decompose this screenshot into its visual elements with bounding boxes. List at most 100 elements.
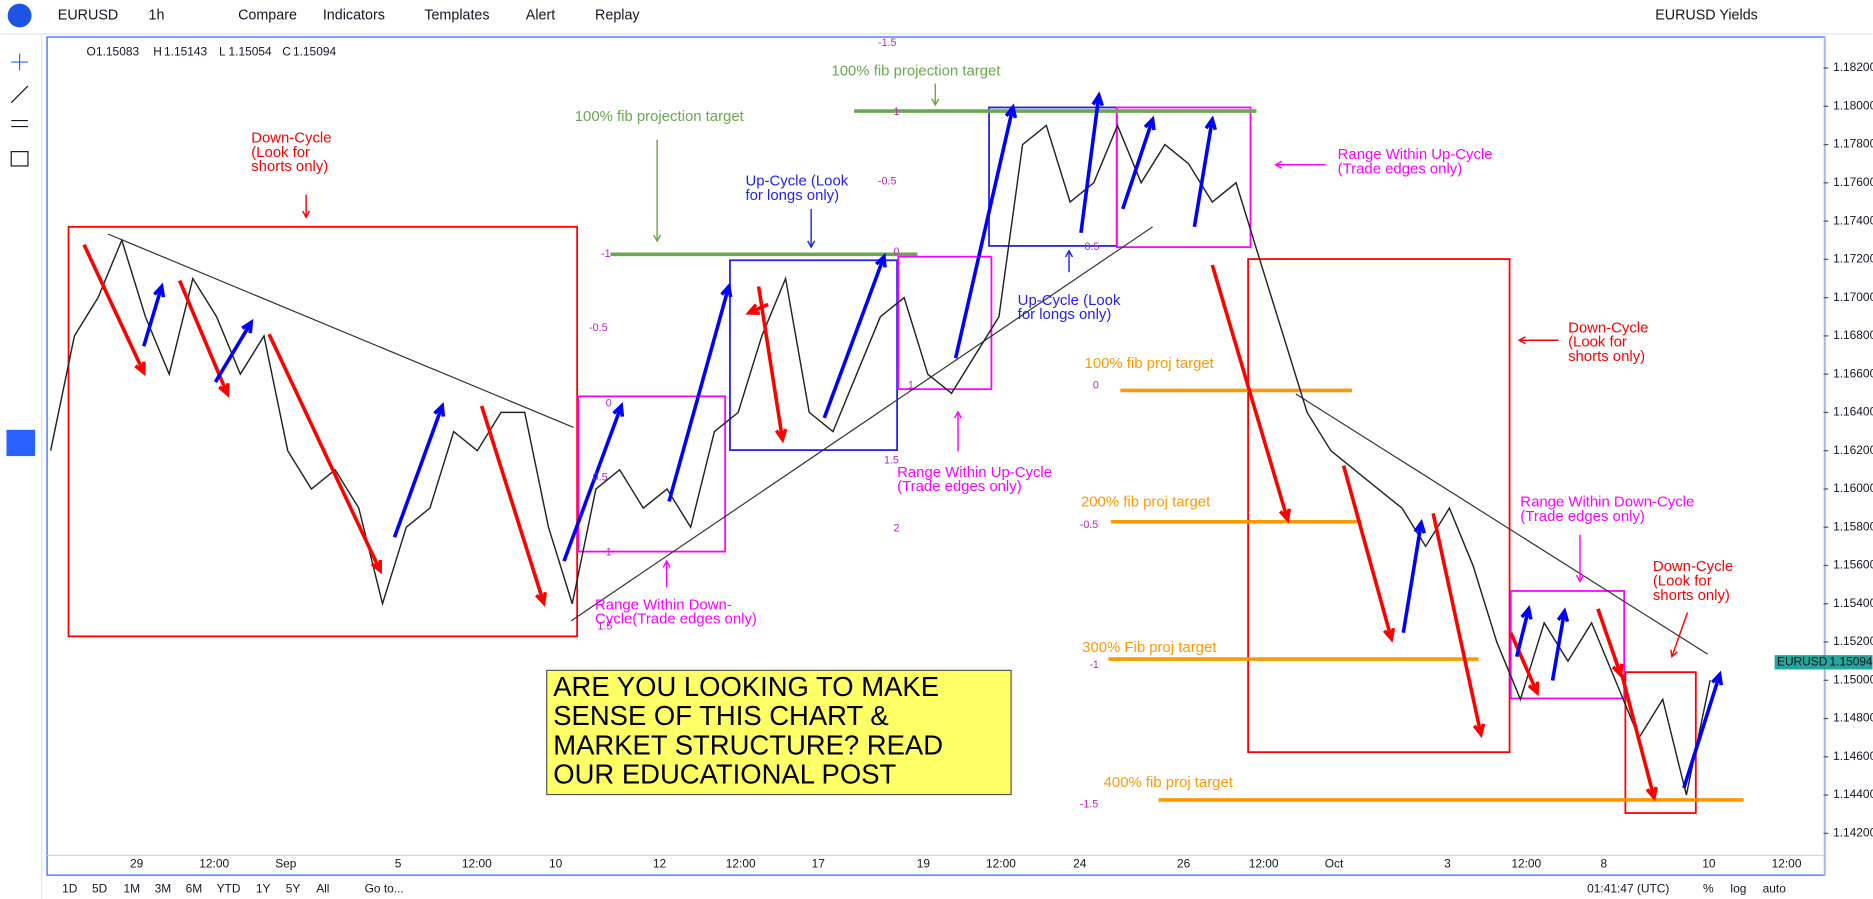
- interval[interactable]: 1h: [149, 7, 165, 23]
- x-tick-label: 12:00: [1249, 857, 1279, 871]
- cycle-arrow: [1401, 518, 1426, 634]
- toolbar-button[interactable]: Replay: [595, 7, 640, 23]
- y-tick-label: 1.14800: [1833, 711, 1873, 725]
- promo-box[interactable]: [546, 669, 1012, 796]
- annotation-box: [1509, 590, 1626, 700]
- annotation: 400% fib proj target: [1104, 774, 1234, 791]
- log[interactable]: log: [1730, 882, 1746, 896]
- auto[interactable]: auto: [1763, 882, 1787, 896]
- range-button[interactable]: 6M: [186, 882, 203, 896]
- y-tick-label: 1.17600: [1833, 175, 1873, 189]
- y-tick-label: 1.17800: [1833, 137, 1873, 151]
- annotation: Range Within Down-Cycle(Trade edges only…: [1520, 494, 1694, 525]
- cycle-arrow: [667, 282, 733, 502]
- fib-level: -0.5: [1080, 519, 1099, 531]
- pointer-head: [1670, 649, 1678, 659]
- pointer-head: [807, 240, 816, 249]
- fib-level: -0.5: [878, 175, 897, 187]
- x-tick-label: 8: [1601, 857, 1608, 871]
- annotation-box: [1115, 106, 1252, 249]
- toolbar-button[interactable]: Indicators: [323, 7, 385, 23]
- fib-level: -1.5: [1080, 799, 1099, 811]
- y-tick-label: 1.17400: [1833, 213, 1873, 227]
- range-button[interactable]: 1M: [124, 882, 141, 896]
- x-tick-label: 3: [1444, 857, 1451, 871]
- x-tick-label: 29: [130, 857, 144, 871]
- x-tick-label: 19: [917, 857, 931, 871]
- pointer-head: [1575, 574, 1585, 583]
- cycle-arrow: [1431, 512, 1486, 739]
- fib-level: 0: [606, 397, 612, 409]
- annotation: Down-Cycle (Look for shorts only): [251, 129, 331, 175]
- fib-level: 1: [894, 106, 900, 118]
- pointer-head: [953, 410, 963, 419]
- cycle-arrow: [1596, 608, 1624, 679]
- y-tick-label: 1.17000: [1833, 290, 1873, 304]
- annotation: 200% fib proj target: [1081, 494, 1211, 511]
- symbol[interactable]: EURUSD: [58, 7, 118, 23]
- fib-level: -1: [1089, 659, 1099, 671]
- pointer-head: [931, 98, 940, 107]
- fib-level: 0.5: [593, 471, 608, 483]
- cycle-arrow: [479, 405, 548, 607]
- fib-level: 0: [1093, 379, 1099, 391]
- x-tick-label: 17: [812, 857, 826, 871]
- fib-level: 2: [894, 523, 900, 535]
- y-tick-label: 1.16200: [1833, 443, 1873, 457]
- y-tick-label: 1.18200: [1833, 60, 1873, 74]
- annotation: Up-Cycle (Look for longs only): [1018, 292, 1121, 323]
- cycle-arrow: [82, 243, 146, 377]
- trend-line: [1295, 393, 1709, 655]
- annotation-box: [729, 259, 898, 451]
- cycle-arrow: [745, 302, 769, 315]
- fib-level: 1.5: [884, 455, 899, 467]
- pointer-head: [302, 210, 311, 219]
- y-tick-label: 1.14600: [1833, 749, 1873, 763]
- last-price-tag: [1774, 655, 1873, 670]
- x-tick-label: 12: [653, 857, 667, 871]
- x-tick-label: 12:00: [462, 857, 492, 871]
- trend-line: [107, 233, 574, 428]
- annotation: Up-Cycle (Look for longs only): [745, 172, 848, 203]
- annotation: Range Within Up-Cycle (Trade edges only): [1338, 146, 1493, 177]
- y-tick-label: 1.17200: [1833, 252, 1873, 266]
- y-tick-label: 1.14200: [1833, 825, 1873, 839]
- logo[interactable]: [7, 3, 32, 28]
- toolbar-button[interactable]: Alert: [526, 7, 555, 23]
- cycle-arrow: [392, 402, 446, 538]
- range-button[interactable]: YTD: [217, 882, 241, 896]
- annotation-box: [577, 395, 727, 553]
- x-tick-label: 12:00: [1511, 857, 1541, 871]
- ohlc-open: 1.15083: [96, 45, 139, 59]
- ohlc-low_label: L: [219, 45, 226, 59]
- y-tick-label: 1.15800: [1833, 519, 1873, 533]
- range-button[interactable]: 3M: [155, 882, 172, 896]
- cycle-arrow: [1514, 604, 1533, 658]
- y-tick-label: 1.15200: [1833, 634, 1873, 648]
- y-tick-label: 1.16400: [1833, 405, 1873, 419]
- drawing-tools: [6, 53, 36, 457]
- range-button[interactable]: 1D: [62, 882, 78, 896]
- cycle-arrow: [1341, 465, 1396, 643]
- range-button[interactable]: 5Y: [286, 882, 301, 896]
- toolbar-button[interactable]: Compare: [238, 7, 297, 23]
- cycle-arrow: [213, 318, 254, 383]
- pointer-head: [1517, 336, 1526, 345]
- cycle-arrow: [1620, 674, 1658, 802]
- range-button[interactable]: 1Y: [256, 882, 271, 896]
- pointer-head: [653, 234, 662, 243]
- toolbar-button[interactable]: Templates: [424, 7, 489, 23]
- percent[interactable]: %: [1703, 882, 1714, 896]
- range-button[interactable]: All: [316, 882, 329, 896]
- y-tick-label: 1.14400: [1833, 787, 1873, 801]
- pointer-head: [662, 559, 671, 568]
- fib-level: 0.5: [1085, 241, 1100, 253]
- watchlist[interactable]: EURUSD Yields: [1655, 7, 1758, 23]
- fib-level: -1.5: [878, 37, 897, 49]
- promo-text[interactable]: ARE YOU LOOKING TO MAKE SENSE OF THIS CHA…: [553, 671, 943, 790]
- pointer-head: [1064, 249, 1074, 258]
- goto[interactable]: Go to...: [365, 882, 404, 896]
- annotation: 100% fib proj target: [1085, 355, 1215, 372]
- range-button[interactable]: 5D: [92, 882, 108, 896]
